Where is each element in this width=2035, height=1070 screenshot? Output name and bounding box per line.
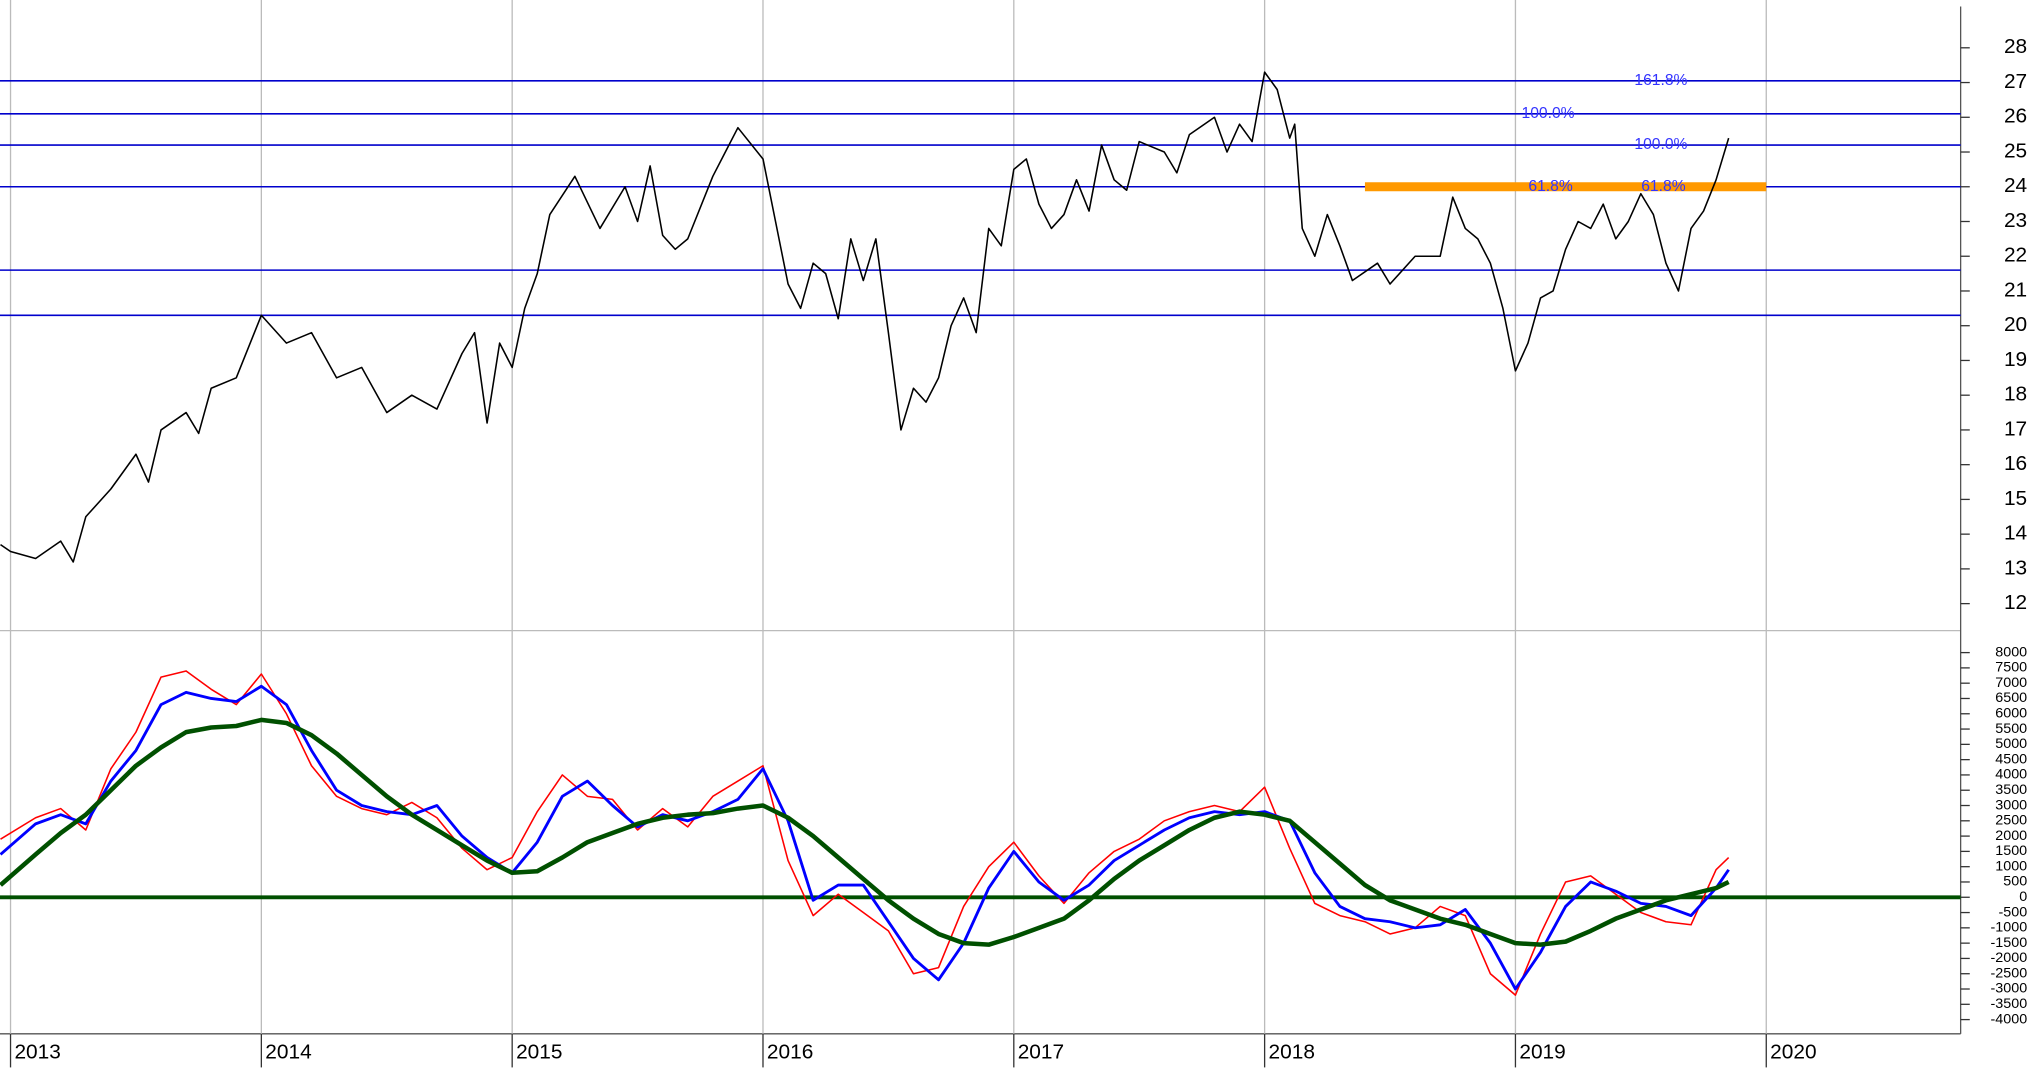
y-tick-label: 26 xyxy=(2004,105,2027,128)
y-tick-label: 7000 xyxy=(1995,675,2027,691)
y-tick-label: 24 xyxy=(2004,174,2027,197)
y-tick-label: 8000 xyxy=(1995,644,2027,660)
y-tick-label: 13 xyxy=(2004,556,2027,579)
y-tick-label: -1000 xyxy=(1991,920,2028,936)
y-tick-label: 25 xyxy=(2004,140,2027,163)
y-tick-label: 21 xyxy=(2004,279,2027,302)
y-tick-label: -500 xyxy=(1998,904,2027,920)
y-tick-label: -3500 xyxy=(1991,996,2028,1012)
y-tick-label: 4500 xyxy=(1995,751,2027,767)
y-tick-label: 5500 xyxy=(1995,721,2027,737)
y-tick-label: 16 xyxy=(2004,452,2027,475)
y-tick-label: -2000 xyxy=(1991,950,2028,966)
x-tick-label: 2013 xyxy=(14,1041,60,1064)
y-tick-label: 3500 xyxy=(1995,782,2027,798)
y-tick-label: 27 xyxy=(2004,70,2027,93)
y-tick-label: 1000 xyxy=(1995,858,2027,874)
y-tick-label: -4000 xyxy=(1991,1011,2028,1027)
x-tick-label: 2017 xyxy=(1018,1041,1064,1064)
x-tick-label: 2015 xyxy=(516,1041,562,1064)
x-tick-label: 2014 xyxy=(265,1041,311,1064)
x-tick-label: 2020 xyxy=(1770,1041,1816,1064)
y-tick-label: 0 xyxy=(2019,889,2027,905)
y-tick-label: 19 xyxy=(2004,348,2027,371)
y-tick-label: -3000 xyxy=(1991,981,2028,997)
annotation: 61.8% xyxy=(1528,178,1573,195)
annotation: 161.8% xyxy=(1634,72,1687,89)
y-tick-label: 15 xyxy=(2004,487,2027,510)
y-tick-label: 14 xyxy=(2004,522,2027,545)
y-tick-label: 23 xyxy=(2004,209,2027,232)
y-tick-label: 12 xyxy=(2004,591,2027,614)
y-tick-label: -1500 xyxy=(1991,935,2028,951)
y-tick-label: 6000 xyxy=(1995,706,2027,722)
y-tick-label: 7500 xyxy=(1995,660,2027,676)
y-tick-label: 1500 xyxy=(1995,843,2027,859)
series-line xyxy=(0,670,1730,996)
x-tick-label: 2018 xyxy=(1269,1041,1315,1064)
y-tick-label: 18 xyxy=(2004,383,2027,406)
annotation: 61.8% xyxy=(1641,178,1686,195)
y-tick-label: 3000 xyxy=(1995,797,2027,813)
y-tick-label: -2500 xyxy=(1991,966,2028,982)
y-tick-label: 20 xyxy=(2004,313,2027,336)
y-tick-label: 5000 xyxy=(1995,736,2027,752)
series-line xyxy=(0,71,1730,563)
annotation: 100.0% xyxy=(1634,136,1687,153)
y-tick-label: 2000 xyxy=(1995,828,2027,844)
y-tick-label: 28 xyxy=(2004,35,2027,58)
x-tick-label: 2016 xyxy=(767,1041,813,1064)
y-tick-label: 17 xyxy=(2004,417,2027,440)
y-tick-label: 22 xyxy=(2004,244,2027,267)
y-tick-label: 500 xyxy=(2003,874,2027,890)
x-tick-label: 2019 xyxy=(1519,1041,1565,1064)
y-tick-label: 4000 xyxy=(1995,767,2027,783)
y-tick-label: 6500 xyxy=(1995,690,2027,706)
annotation: 100.0% xyxy=(1522,105,1575,122)
series-line xyxy=(0,717,1730,947)
y-tick-label: 2500 xyxy=(1995,813,2027,829)
